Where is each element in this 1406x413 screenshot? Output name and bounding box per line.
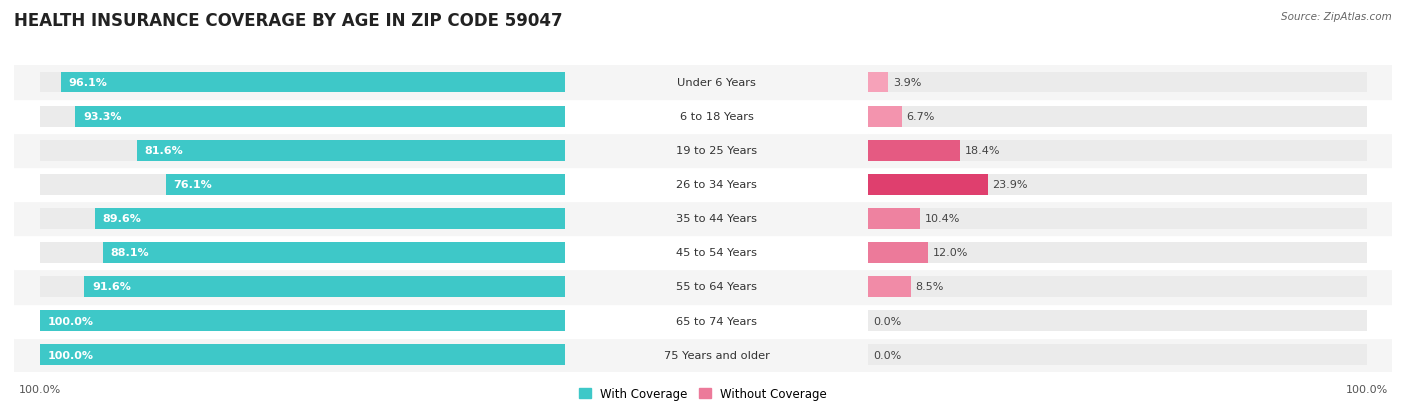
Bar xyxy=(565,134,869,168)
Bar xyxy=(869,311,1367,331)
Text: 6 to 18 Years: 6 to 18 Years xyxy=(681,112,754,122)
Text: 100.0%: 100.0% xyxy=(48,350,94,360)
Bar xyxy=(869,66,1392,100)
Bar xyxy=(869,243,928,263)
Bar xyxy=(14,66,565,100)
Bar xyxy=(14,202,565,236)
Text: 89.6%: 89.6% xyxy=(103,214,142,224)
Text: 55 to 64 Years: 55 to 64 Years xyxy=(676,282,758,292)
Bar xyxy=(565,202,869,236)
Text: 45 to 54 Years: 45 to 54 Years xyxy=(676,248,758,258)
Text: 35 to 44 Years: 35 to 44 Years xyxy=(676,214,758,224)
Text: HEALTH INSURANCE COVERAGE BY AGE IN ZIP CODE 59047: HEALTH INSURANCE COVERAGE BY AGE IN ZIP … xyxy=(14,12,562,30)
Bar xyxy=(869,175,1367,195)
Bar xyxy=(41,73,565,93)
Bar xyxy=(869,304,1392,338)
Bar xyxy=(869,270,1392,304)
Bar xyxy=(869,107,901,127)
Text: 6.7%: 6.7% xyxy=(907,112,935,122)
Legend: With Coverage, Without Coverage: With Coverage, Without Coverage xyxy=(574,383,832,405)
Text: 8.5%: 8.5% xyxy=(915,282,943,292)
Text: 100.0%: 100.0% xyxy=(48,316,94,326)
Text: 100.0%: 100.0% xyxy=(20,384,62,394)
Bar xyxy=(41,311,565,331)
Bar xyxy=(136,141,565,161)
Bar xyxy=(14,100,565,134)
Bar xyxy=(565,338,869,372)
Bar xyxy=(869,141,960,161)
Text: 75 Years and older: 75 Years and older xyxy=(664,350,769,360)
Bar xyxy=(869,100,1392,134)
Bar xyxy=(14,338,565,372)
Bar xyxy=(869,168,1392,202)
Bar xyxy=(41,243,565,263)
Bar xyxy=(869,209,920,229)
Text: 76.1%: 76.1% xyxy=(173,180,212,190)
Bar xyxy=(41,209,565,229)
Text: 23.9%: 23.9% xyxy=(993,180,1028,190)
Bar xyxy=(14,168,565,202)
Text: 12.0%: 12.0% xyxy=(934,248,969,258)
Text: 93.3%: 93.3% xyxy=(83,112,122,122)
Bar xyxy=(41,175,565,195)
Bar xyxy=(565,168,869,202)
Text: 19 to 25 Years: 19 to 25 Years xyxy=(676,146,758,156)
Bar xyxy=(869,243,1367,263)
Bar xyxy=(869,344,1367,365)
Text: 81.6%: 81.6% xyxy=(145,146,184,156)
Text: 3.9%: 3.9% xyxy=(893,78,921,88)
Bar xyxy=(869,141,1367,161)
Text: 100.0%: 100.0% xyxy=(1346,384,1388,394)
Text: 65 to 74 Years: 65 to 74 Years xyxy=(676,316,758,326)
Bar xyxy=(565,100,869,134)
Bar xyxy=(60,73,565,93)
Bar xyxy=(869,134,1392,168)
Text: 91.6%: 91.6% xyxy=(93,282,131,292)
Bar xyxy=(869,73,887,93)
Bar xyxy=(41,344,565,365)
Bar xyxy=(565,236,869,270)
Bar xyxy=(565,66,869,100)
Bar xyxy=(41,141,565,161)
Bar xyxy=(565,304,869,338)
Text: 18.4%: 18.4% xyxy=(965,146,1001,156)
Text: 88.1%: 88.1% xyxy=(111,248,149,258)
Text: 26 to 34 Years: 26 to 34 Years xyxy=(676,180,758,190)
Bar xyxy=(869,73,1367,93)
Bar xyxy=(41,344,565,365)
Bar xyxy=(94,209,565,229)
Text: 96.1%: 96.1% xyxy=(69,78,107,88)
Bar xyxy=(41,107,565,127)
Bar xyxy=(869,107,1367,127)
Bar xyxy=(14,270,565,304)
Bar xyxy=(869,277,911,297)
Bar xyxy=(14,134,565,168)
Bar xyxy=(41,277,565,297)
Bar xyxy=(869,175,987,195)
Bar xyxy=(166,175,565,195)
Bar xyxy=(14,236,565,270)
Text: 0.0%: 0.0% xyxy=(873,350,901,360)
Bar xyxy=(869,277,1367,297)
Bar xyxy=(869,236,1392,270)
Bar xyxy=(869,209,1367,229)
Bar xyxy=(565,270,869,304)
Bar xyxy=(103,243,565,263)
Bar xyxy=(41,311,565,331)
Text: 10.4%: 10.4% xyxy=(925,214,960,224)
Bar xyxy=(14,304,565,338)
Text: Under 6 Years: Under 6 Years xyxy=(678,78,756,88)
Bar xyxy=(869,202,1392,236)
Bar xyxy=(76,107,565,127)
Bar xyxy=(869,338,1392,372)
Bar xyxy=(84,277,565,297)
Text: Source: ZipAtlas.com: Source: ZipAtlas.com xyxy=(1281,12,1392,22)
Text: 0.0%: 0.0% xyxy=(873,316,901,326)
